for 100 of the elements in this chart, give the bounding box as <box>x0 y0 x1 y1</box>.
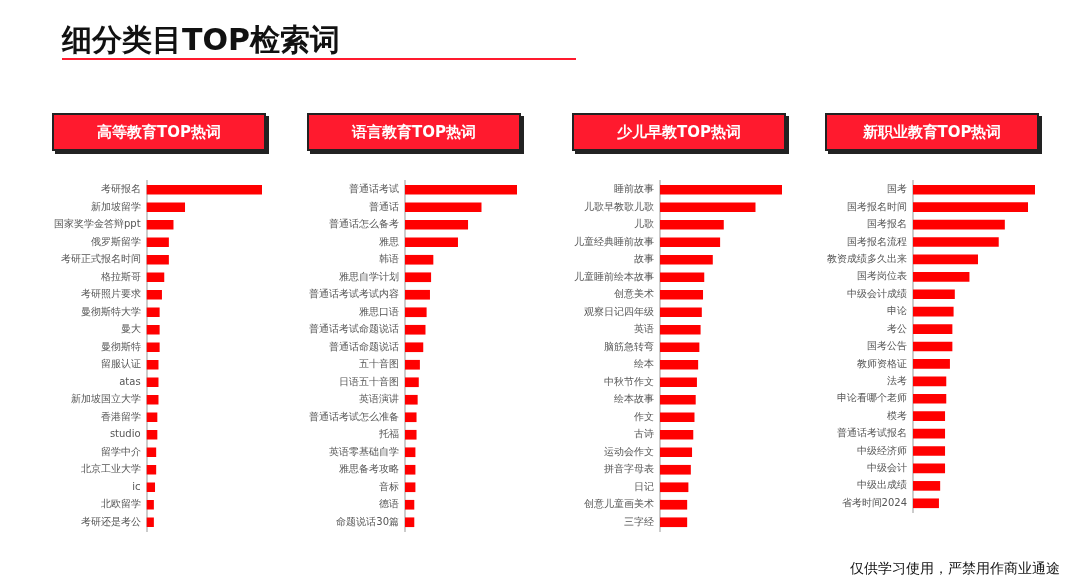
y-tick-label: 北欧留学 <box>100 498 141 510</box>
bar <box>405 517 415 528</box>
y-tick-label: 教资成绩多久出来 <box>827 252 907 264</box>
bar <box>660 377 697 388</box>
y-tick-label: 考研正式报名时间 <box>60 253 141 265</box>
y-tick-label: 考公 <box>887 322 907 334</box>
y-tick-label: 中级出成绩 <box>857 479 907 491</box>
text: 仅供学习使用，严禁用作商业通途 <box>850 560 1060 578</box>
y-tick-label: 创意美术 <box>614 288 654 300</box>
bar <box>405 499 415 510</box>
y-tick-label: 中级经济师 <box>857 444 907 456</box>
bar <box>660 359 699 370</box>
bar <box>913 463 946 474</box>
y-tick-label: 曼彻斯特大学 <box>80 305 141 317</box>
bar <box>913 184 1035 195</box>
y-tick-label: 教师资格证 <box>857 357 907 369</box>
y-tick-label: 曼彻斯特 <box>100 340 141 352</box>
bar <box>913 359 950 369</box>
bar <box>405 464 416 475</box>
bar <box>913 324 953 334</box>
y-tick-label: 普通话考试考试内容 <box>309 288 399 300</box>
bar <box>146 202 186 213</box>
y-tick-label: 模考 <box>887 409 907 421</box>
bar <box>913 237 999 247</box>
y-tick-label: 俄罗斯留学 <box>90 235 141 247</box>
bar <box>405 219 469 230</box>
y-tick-label: 雅思备考攻略 <box>339 463 399 475</box>
y-tick-label: 创意儿童画美术 <box>584 498 654 510</box>
bar <box>913 341 953 352</box>
bar <box>146 429 158 440</box>
y-tick-label: 国考公告 <box>867 340 907 352</box>
bar <box>913 271 970 282</box>
y-tick-label: 英语零基础自学 <box>329 445 399 457</box>
y-tick-label: 雅思 <box>379 235 399 247</box>
y-tick-label: 韩语 <box>379 253 399 265</box>
bar <box>660 324 701 335</box>
bar <box>405 237 458 248</box>
y-tick-label: 托福 <box>378 428 399 440</box>
bar <box>913 289 955 300</box>
bar <box>146 184 262 195</box>
y-tick-label: 留学中介 <box>100 445 141 457</box>
bar <box>146 289 162 300</box>
y-tick-label: 申论 <box>887 305 907 317</box>
y-tick-label: 新加坡国立大学 <box>70 393 141 405</box>
y-tick-label: 儿童经典睡前故事 <box>574 235 654 247</box>
bar <box>405 324 426 335</box>
bar <box>146 307 160 318</box>
bar <box>913 446 946 456</box>
bar <box>913 219 1005 230</box>
bar <box>405 307 427 318</box>
y-tick-label: 国考岗位表 <box>857 270 907 282</box>
y-tick-label: 音标 <box>379 480 399 492</box>
y-tick-label: 绘本 <box>634 358 654 370</box>
y-tick-label: 英语 <box>634 323 654 335</box>
y-tick-label: 雅思口语 <box>359 305 399 317</box>
y-tick-label: 留服认证 <box>100 358 141 370</box>
y-tick-label: 国家奖学金答辩ppt <box>53 218 141 230</box>
bar <box>146 324 160 335</box>
y-tick-label: 三字经 <box>624 515 654 527</box>
y-tick-label: 普通话考试怎么准备 <box>309 410 399 422</box>
bar <box>913 254 978 265</box>
y-tick-label: 考研报名 <box>100 183 141 195</box>
y-tick-label: 普通话考试命题说话 <box>309 323 399 335</box>
y-tick-label: atas <box>119 375 141 387</box>
bar <box>146 499 154 510</box>
bar <box>660 307 702 318</box>
bar <box>146 394 159 405</box>
y-tick-label: 省考时间2024 <box>841 496 907 508</box>
y-tick-label: 日语五十音图 <box>339 375 399 387</box>
bar <box>405 202 482 213</box>
bar <box>405 342 424 353</box>
bar <box>660 464 691 475</box>
chart-title: 语言教育TOP热词 <box>307 113 521 151</box>
text: 细分类目TOP检索词 <box>62 21 340 59</box>
bar <box>146 254 169 265</box>
bar <box>660 447 693 458</box>
bar <box>660 289 704 300</box>
bar <box>405 254 434 265</box>
y-tick-label: 曼大 <box>120 323 141 335</box>
y-tick-label: 古诗 <box>634 428 654 440</box>
y-tick-label: 命题说话30篇 <box>336 515 399 527</box>
y-tick-label: 运动会作文 <box>604 445 654 457</box>
y-tick-label: 普通话怎么备考 <box>329 218 399 230</box>
y-tick-label: 新加坡留学 <box>90 200 141 212</box>
bar <box>660 184 782 195</box>
y-tick-label: 观察日记四年级 <box>584 305 654 317</box>
bar <box>405 429 417 440</box>
bar <box>405 377 419 388</box>
bar <box>660 219 724 230</box>
y-tick-label: 普通话考试 <box>349 183 399 195</box>
y-tick-label: 香港留学 <box>100 410 141 422</box>
y-tick-label: 国考报名流程 <box>847 235 907 247</box>
y-tick-label: 儿歌早教歌儿歌 <box>584 200 654 212</box>
y-tick-label: 格拉斯哥 <box>99 270 141 282</box>
bar <box>146 237 169 248</box>
bar <box>660 499 688 510</box>
bar <box>146 412 158 423</box>
y-tick-label: 睡前故事 <box>614 183 654 195</box>
bar <box>146 342 160 353</box>
bar <box>660 202 756 213</box>
